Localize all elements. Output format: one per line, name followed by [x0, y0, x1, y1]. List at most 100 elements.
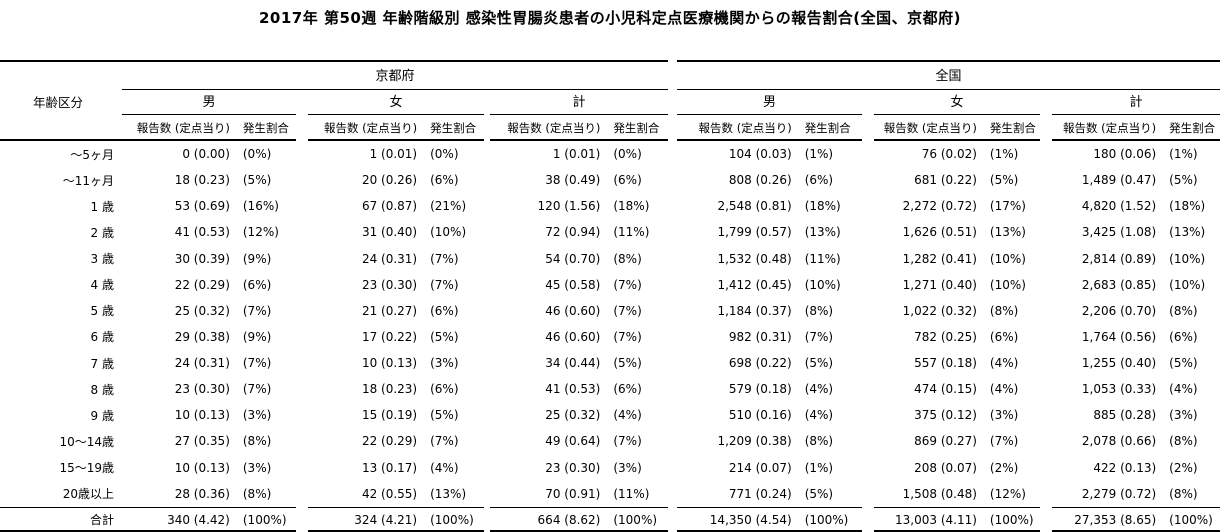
ratio-value: (10%) — [430, 225, 467, 240]
gender-header-national-male: 男 — [762, 95, 776, 110]
group-cell: 14,350 (4.54) (100%) — [677, 513, 862, 527]
count-value: 14,350 (4.54) — [709, 512, 792, 527]
count-value: 1,626 (0.51) — [902, 225, 977, 240]
age-label: 5 歳 — [90, 304, 114, 319]
count-value: 41 (0.53) — [174, 225, 230, 240]
ratio-value: (1%) — [989, 147, 1019, 162]
table-row: 10～14歳 27 (0.35) (8%) 22 (0.29) (7%) 49 (0… — [0, 428, 1220, 454]
count-value: 1,764 (0.56) — [1081, 329, 1157, 344]
count-value: 0 (0.00) — [182, 147, 230, 162]
count-value: 30 (0.39) — [174, 251, 230, 266]
ratio-value: (5%) — [1169, 356, 1198, 371]
group-cell: 579 (0.18) (4%) — [677, 382, 862, 396]
count-value: 180 (0.06) — [1093, 147, 1157, 162]
group-cell: 664 (8.62) (100%) — [490, 513, 668, 527]
ratio-header: 発生割合 — [613, 121, 660, 135]
group-cell: 0 (0.00) (0%) — [122, 147, 296, 161]
ratio-value: (16%) — [242, 199, 279, 214]
table-bottom-rule — [0, 530, 296, 532]
ratio-value: (2%) — [1169, 460, 1198, 475]
group-cell: 422 (0.13) (2%) — [1052, 461, 1220, 475]
group-cell: 982 (0.31) (7%) — [677, 330, 862, 344]
group-cell: 782 (0.25) (6%) — [874, 330, 1040, 344]
count-value: 29 (0.38) — [174, 329, 230, 344]
table-bottom-rule — [490, 530, 668, 532]
gender-underline — [122, 114, 296, 115]
count-value: 21 (0.27) — [361, 303, 418, 318]
group-cell: 31 (0.40) (10%) — [308, 225, 484, 239]
age-label: 3 歳 — [90, 252, 114, 267]
ratio-value: (7%) — [430, 251, 459, 266]
table-row: 20歳以上 28 (0.36) (8%) 42 (0.55) (13%) 70 (0… — [0, 481, 1220, 507]
count-value: 31 (0.40) — [361, 225, 418, 240]
ratio-value: (8%) — [804, 434, 834, 449]
ratio-value: (8%) — [989, 303, 1019, 318]
count-value: 474 (0.15) — [914, 382, 977, 397]
table-bottom-rule — [677, 530, 862, 532]
group-cell: 41 (0.53) (6%) — [490, 382, 668, 396]
group-cell: 13 (0.17) (4%) — [308, 461, 484, 475]
count-value: 1,412 (0.45) — [717, 277, 792, 292]
ratio-value: (18%) — [613, 199, 650, 214]
count-value: 25 (0.32) — [545, 408, 601, 423]
count-value: 42 (0.55) — [361, 486, 418, 501]
count-value: 1 (0.01) — [369, 147, 418, 162]
age-label: 2 歳 — [90, 225, 114, 240]
group-cell: 1,282 (0.41) (10%) — [874, 252, 1040, 266]
count-value: 782 (0.25) — [914, 329, 977, 344]
count-value: 1,271 (0.40) — [902, 277, 977, 292]
group-cell: 46 (0.60) (7%) — [490, 330, 668, 344]
group-cell: 21 (0.27) (6%) — [308, 304, 484, 318]
gender-underline — [1052, 114, 1220, 115]
count-value: 771 (0.24) — [728, 486, 792, 501]
count-value: 885 (0.28) — [1093, 408, 1157, 423]
count-value: 4,820 (1.52) — [1081, 199, 1157, 214]
group-cell: 27 (0.35) (8%) — [122, 434, 296, 448]
count-value: 3,425 (1.08) — [1081, 225, 1157, 240]
ratio-value: (5%) — [613, 356, 642, 371]
group-cell: 18 (0.23) (6%) — [308, 382, 484, 396]
group-cell: 214 (0.07) (1%) — [677, 461, 862, 475]
count-value: 15 (0.19) — [361, 408, 418, 423]
subheader-group: 報告数 (定点当り) 発生割合 — [122, 118, 296, 138]
ratio-value: (6%) — [613, 382, 642, 397]
ratio-value: (11%) — [613, 486, 650, 501]
group-cell: 42 (0.55) (13%) — [308, 487, 484, 501]
count-value: 2,279 (0.72) — [1081, 486, 1157, 501]
ratio-value: (3%) — [430, 356, 459, 371]
ratio-value: (7%) — [989, 434, 1019, 449]
ratio-value: (100%) — [1169, 512, 1213, 527]
ratio-value: (8%) — [613, 251, 642, 266]
count-value: 18 (0.23) — [361, 382, 418, 397]
group-cell: 2,078 (0.66) (8%) — [1052, 434, 1220, 448]
group-cell: 375 (0.12) (3%) — [874, 408, 1040, 422]
table-top-rule-right — [677, 60, 1220, 62]
count-value: 2,548 (0.81) — [717, 199, 792, 214]
group-cell: 1,271 (0.40) (10%) — [874, 278, 1040, 292]
group-cell: 18 (0.23) (5%) — [122, 173, 296, 187]
ratio-value: (4%) — [989, 382, 1019, 397]
group-cell: 23 (0.30) (7%) — [308, 278, 484, 292]
group-cell: 1,022 (0.32) (8%) — [874, 304, 1040, 318]
ratio-value: (13%) — [430, 486, 467, 501]
total-top-rule — [677, 507, 862, 508]
group-cell: 53 (0.69) (16%) — [122, 199, 296, 213]
gender-header-kyoto-male: 男 — [202, 95, 216, 110]
table-row: 5 歳 25 (0.32) (7%) 21 (0.27) (6%) 46 (0.60… — [0, 298, 1220, 324]
count-value: 27 (0.35) — [174, 434, 230, 449]
count-value: 70 (0.91) — [545, 486, 601, 501]
ratio-value: (18%) — [804, 199, 841, 214]
total-top-rule — [308, 507, 484, 508]
group-cell: 70 (0.91) (11%) — [490, 487, 668, 501]
count-value: 72 (0.94) — [545, 225, 601, 240]
count-value: 1,209 (0.38) — [717, 434, 792, 449]
ratio-value: (5%) — [242, 173, 272, 188]
count-value: 22 (0.29) — [174, 277, 230, 292]
group-cell: 67 (0.87) (21%) — [308, 199, 484, 213]
count-value: 25 (0.32) — [174, 303, 230, 318]
group-cell: 15 (0.19) (5%) — [308, 408, 484, 422]
count-value: 982 (0.31) — [728, 329, 792, 344]
gender-header-kyoto-total: 計 — [572, 95, 586, 110]
total-top-rule — [874, 507, 1040, 508]
ratio-value: (13%) — [989, 225, 1026, 240]
